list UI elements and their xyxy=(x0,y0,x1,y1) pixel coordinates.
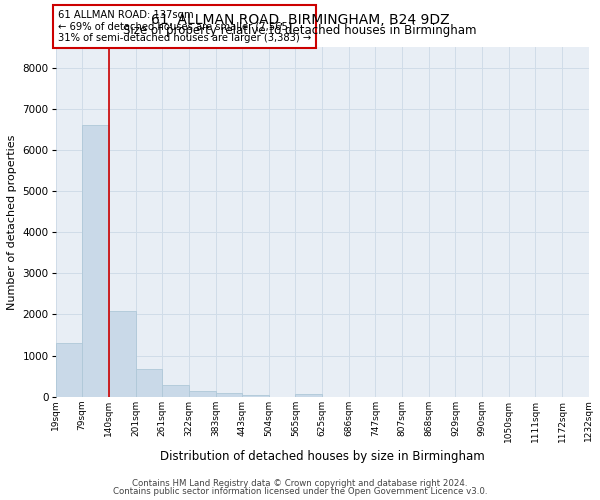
Text: Contains HM Land Registry data © Crown copyright and database right 2024.: Contains HM Land Registry data © Crown c… xyxy=(132,478,468,488)
Text: Size of property relative to detached houses in Birmingham: Size of property relative to detached ho… xyxy=(123,24,477,37)
Text: 61, ALLMAN ROAD, BIRMINGHAM, B24 9DZ: 61, ALLMAN ROAD, BIRMINGHAM, B24 9DZ xyxy=(151,12,449,26)
Bar xyxy=(82,125,109,397)
Bar xyxy=(295,394,322,397)
Y-axis label: Number of detached properties: Number of detached properties xyxy=(7,134,17,310)
X-axis label: Distribution of detached houses by size in Birmingham: Distribution of detached houses by size … xyxy=(160,450,484,463)
Bar xyxy=(56,344,82,397)
Bar xyxy=(242,394,269,397)
Bar xyxy=(109,311,136,397)
Text: Contains public sector information licensed under the Open Government Licence v3: Contains public sector information licen… xyxy=(113,487,487,496)
Text: 61 ALLMAN ROAD: 137sqm
← 69% of detached houses are smaller (7,565)
31% of semi-: 61 ALLMAN ROAD: 137sqm ← 69% of detached… xyxy=(58,10,311,43)
Bar xyxy=(136,369,162,397)
Bar xyxy=(189,391,215,397)
Bar xyxy=(162,386,189,397)
Bar xyxy=(215,393,242,397)
